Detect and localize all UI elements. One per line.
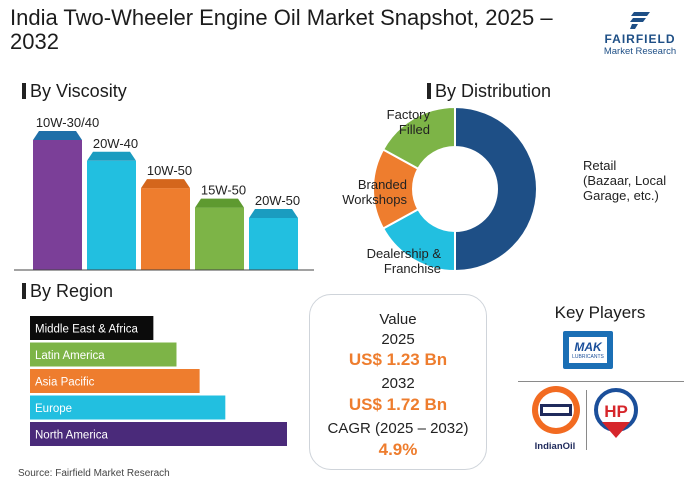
key-players-divider bbox=[518, 381, 684, 382]
region-bar-label-2: Asia Pacific bbox=[35, 377, 95, 389]
region-bar-1 bbox=[30, 342, 177, 367]
viscosity-bar-3 bbox=[195, 207, 244, 270]
region-bar-chart: Middle East & Africa Latin America Asia Pa… bbox=[30, 316, 287, 446]
cagr-label: CAGR (2025 – 2032) bbox=[327, 420, 469, 437]
distribution-slice-3 bbox=[381, 105, 456, 171]
viscosity-bar-label-1: 20W-40 bbox=[93, 136, 138, 151]
indianoil-label: IndianOil bbox=[534, 441, 576, 452]
fairfield-logo: FAIRFIELD Market Research bbox=[596, 12, 684, 60]
hp-logo-text: HP bbox=[604, 402, 628, 421]
region-bar-label-3: Europe bbox=[35, 403, 72, 415]
source-note: Source: Fairfield Market Reserach bbox=[18, 468, 170, 479]
market-value-card: Value 2025 US$ 1.23 Bn 2032 US$ 1.72 Bn … bbox=[309, 294, 487, 470]
region-title-text: By Region bbox=[30, 281, 114, 301]
year-2032: 2032 bbox=[381, 375, 415, 392]
mak-logo-text: MAK bbox=[574, 340, 602, 354]
viscosity-bar-top-2 bbox=[141, 179, 190, 189]
value-2032: US$ 1.72 Bn bbox=[348, 395, 448, 414]
key-players-title: Key Players bbox=[554, 303, 646, 322]
region-bar-label-4: North America bbox=[35, 430, 108, 442]
mak-logo-inner: MAK LUBRICANTS bbox=[569, 337, 607, 363]
logo-name: FAIRFIELD bbox=[604, 32, 676, 46]
viscosity-bar-2 bbox=[141, 188, 190, 270]
logo-subtitle: Market Research bbox=[603, 46, 677, 57]
viscosity-section-title: By Viscosity bbox=[22, 81, 127, 101]
viscosity-bar-top-1 bbox=[87, 151, 136, 161]
viscosity-bar-chart: 10W-30/40 20W-40 10W-50 15W-50 20W-50 bbox=[33, 115, 300, 270]
key-players-divider-vertical bbox=[586, 390, 587, 450]
viscosity-bar-top-3 bbox=[195, 198, 244, 208]
region-bar-label-0: Middle East & Africa bbox=[35, 324, 139, 336]
distribution-label-3: Factory Filled bbox=[387, 107, 431, 137]
viscosity-bar-1 bbox=[87, 160, 136, 270]
page-title: India Two-Wheeler Engine Oil Market Snap… bbox=[10, 5, 553, 54]
distribution-slice-0 bbox=[454, 105, 538, 273]
mak-logo: MAK LUBRICANTS bbox=[563, 331, 613, 369]
section-marker-icon bbox=[22, 283, 26, 299]
mak-logo-subtext: LUBRICANTS bbox=[572, 354, 604, 360]
indianoil-logo-icon bbox=[532, 386, 580, 434]
viscosity-bar-4 bbox=[249, 218, 298, 270]
region-bar-2 bbox=[30, 369, 200, 393]
viscosity-bar-top-0 bbox=[33, 131, 82, 140]
distribution-section-title: By Distribution bbox=[427, 81, 551, 101]
viscosity-bar-0 bbox=[33, 140, 82, 270]
viscosity-title-text: By Viscosity bbox=[30, 81, 127, 101]
region-bar-3 bbox=[30, 395, 226, 420]
region-section-title: By Region bbox=[22, 281, 113, 301]
viscosity-bar-label-2: 10W-50 bbox=[147, 163, 192, 178]
region-bar-0 bbox=[30, 316, 154, 340]
distribution-title-text: By Distribution bbox=[435, 81, 552, 101]
viscosity-bar-label-0: 10W-30/40 bbox=[36, 115, 99, 130]
viscosity-bar-top-4 bbox=[249, 209, 298, 218]
region-bar-4 bbox=[30, 422, 287, 446]
value-label: Value bbox=[379, 311, 417, 328]
distribution-donut-chart: Retail (Bazaar, Local Garage, etc.) Dealers… bbox=[342, 105, 666, 276]
section-marker-icon bbox=[22, 83, 26, 99]
section-marker-icon bbox=[427, 83, 431, 99]
cagr-value: 4.9% bbox=[378, 440, 418, 459]
logo-mark-icon bbox=[630, 12, 650, 29]
distribution-label-1: Dealership & Franchise bbox=[367, 246, 442, 276]
hp-logo-icon: HP bbox=[594, 388, 638, 438]
distribution-label-2: Branded Workshops bbox=[342, 177, 407, 207]
viscosity-bar-label-3: 15W-50 bbox=[201, 183, 246, 198]
viscosity-bar-label-4: 20W-50 bbox=[255, 193, 300, 208]
region-bar-label-1: Latin America bbox=[35, 350, 105, 362]
year-2025: 2025 bbox=[381, 331, 415, 348]
value-2025: US$ 1.23 Bn bbox=[348, 350, 448, 369]
distribution-label-0: Retail (Bazaar, Local Garage, etc.) bbox=[583, 158, 666, 203]
